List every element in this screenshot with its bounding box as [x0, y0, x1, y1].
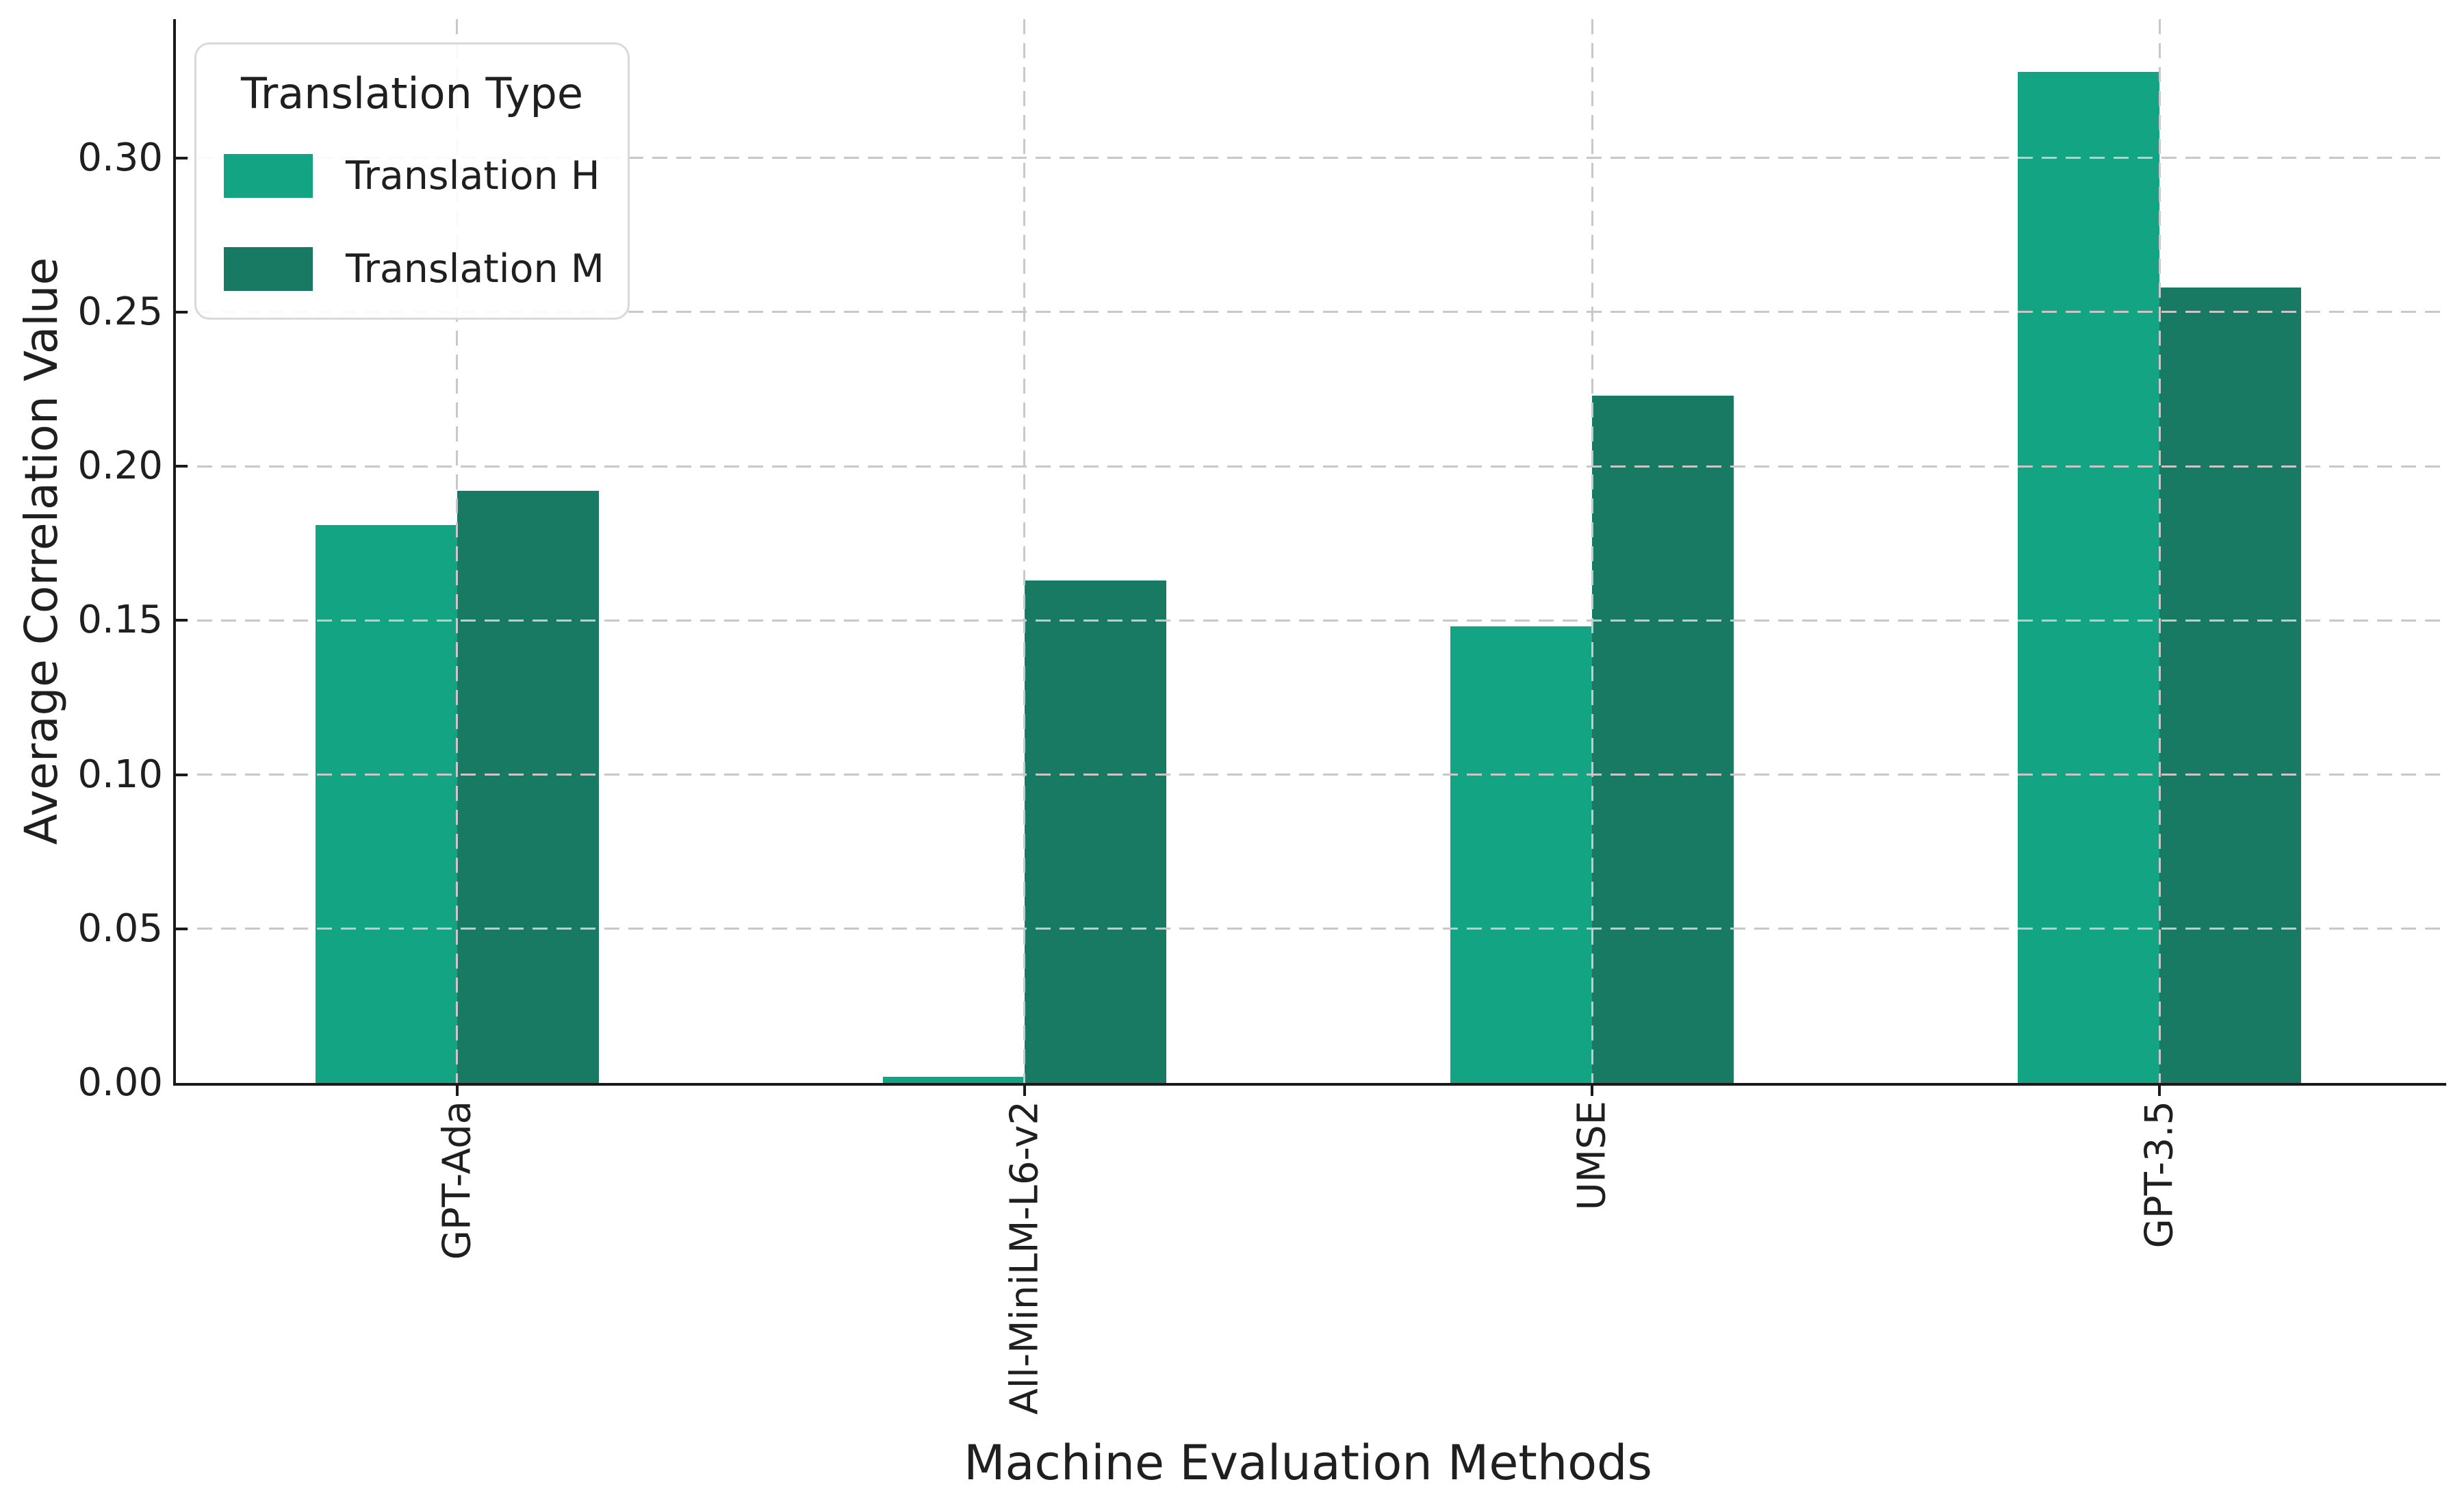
legend-row: Translation M — [224, 246, 604, 292]
y-gridline — [173, 311, 2443, 314]
x-tick-label: UMSE — [1569, 1101, 1615, 1211]
x-axis-spine — [173, 1083, 2446, 1086]
x-tick-label: GPT-Ada — [435, 1101, 480, 1260]
x-tick-label: GPT-3.5 — [2137, 1101, 2182, 1249]
y-tick-label: 0.15 — [77, 598, 163, 643]
bar-translation-m — [457, 491, 599, 1083]
legend-row: Translation H — [224, 153, 600, 199]
y-tick-mark — [176, 310, 188, 314]
x-tick-label: All-MiniLM-L6-v2 — [1002, 1101, 1047, 1415]
y-tick-label: 0.25 — [77, 289, 163, 334]
y-tick-label: 0.30 — [77, 135, 163, 180]
legend-rows: Translation H Translation M — [224, 153, 604, 292]
y-tick-mark — [176, 619, 188, 622]
legend: Translation Type Translation H Translatio… — [194, 42, 630, 320]
y-tick-mark — [176, 927, 188, 930]
x-tick-mark — [1023, 1086, 1026, 1096]
bar-translation-h — [316, 525, 457, 1083]
y-tick-label: 0.00 — [77, 1060, 163, 1105]
x-gridline — [1023, 19, 1026, 1083]
y-gridline — [173, 928, 2443, 930]
bar-translation-h — [1450, 626, 1592, 1083]
x-axis-label: Machine Evaluation Methods — [964, 1435, 1652, 1491]
y-axis-label: Average Correlation Value — [15, 257, 68, 845]
y-gridline — [173, 619, 2443, 622]
legend-swatch — [224, 153, 313, 198]
legend-row-label: Translation H — [346, 153, 600, 199]
y-axis-spine — [173, 19, 176, 1086]
x-tick-mark — [2158, 1086, 2161, 1096]
y-tick-mark — [176, 465, 188, 468]
bar-translation-m — [2159, 288, 2301, 1083]
y-gridline — [173, 774, 2443, 776]
legend-swatch — [224, 246, 313, 291]
bar-translation-m — [1025, 580, 1166, 1083]
y-tick-label: 0.05 — [77, 906, 163, 951]
y-tick-label: 0.10 — [77, 752, 163, 797]
bar-translation-m — [1592, 396, 1734, 1083]
y-tick-mark — [176, 773, 188, 776]
y-gridline — [173, 157, 2443, 159]
legend-row-label: Translation M — [346, 246, 604, 292]
x-gridline — [456, 19, 459, 1083]
y-gridline — [173, 465, 2443, 468]
y-tick-mark — [176, 156, 188, 159]
bar-translation-h — [2018, 72, 2159, 1083]
x-tick-mark — [1591, 1086, 1594, 1096]
x-gridline — [2158, 19, 2161, 1083]
x-tick-mark — [455, 1086, 459, 1096]
bar-translation-h — [883, 1077, 1025, 1083]
x-gridline — [1591, 19, 1593, 1083]
y-tick-label: 0.20 — [77, 444, 163, 489]
legend-title: Translation Type — [241, 68, 583, 118]
